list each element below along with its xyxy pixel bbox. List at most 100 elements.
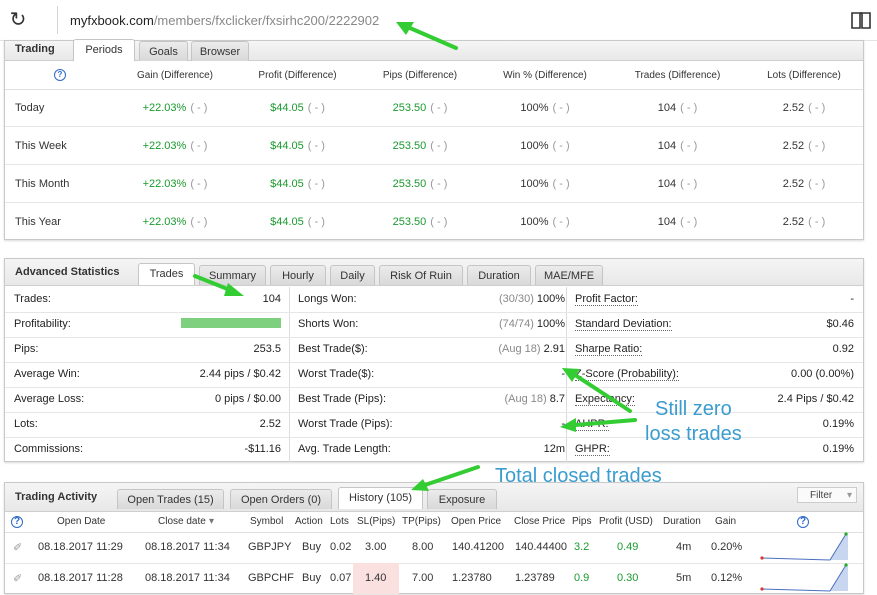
- reload-icon[interactable]: ↻: [9, 9, 27, 31]
- cell-gain: +22.03%( - ): [115, 89, 235, 126]
- paperclip-icon[interactable]: ✐: [13, 573, 23, 585]
- col-lots[interactable]: Lots: [330, 516, 349, 527]
- col-tp[interactable]: TP(Pips): [402, 516, 441, 527]
- col-lots[interactable]: Lots (Difference): [767, 69, 841, 81]
- reading-view-icon[interactable]: [850, 9, 872, 31]
- stat-value: -: [558, 418, 565, 430]
- paperclip-icon[interactable]: ✐: [13, 542, 23, 554]
- tab-hourly[interactable]: Hourly: [270, 265, 326, 285]
- stat-row: Best Trade($): (Aug 18) 2.91: [289, 337, 574, 363]
- sparkline-start-dot: [760, 587, 764, 591]
- sparkline-end-dot: [844, 532, 848, 536]
- cell-win: 100%( - ): [480, 127, 610, 164]
- tab-trades[interactable]: Trades: [138, 263, 195, 285]
- col-action[interactable]: Action: [295, 516, 323, 527]
- stat-sub: (Aug 18): [498, 343, 541, 355]
- annotation-loss-trades: loss trades: [645, 423, 742, 445]
- stat-label: Pips:: [14, 343, 39, 355]
- stat-number: 253.5: [253, 343, 281, 355]
- periods-row: Today +22.03%( - ) $44.05( - ) 253.50( - ) 1…: [5, 89, 863, 127]
- stat-row: Worst Trade (Pips): -: [289, 412, 574, 438]
- url-field[interactable]: myfxbook.com/members/fxclicker/fxsirhc20…: [70, 13, 379, 28]
- cell-pips: 253.50( - ): [360, 127, 480, 164]
- stat-row: GHPR: 0.19%: [566, 437, 863, 463]
- trades-value: 104: [657, 139, 677, 152]
- stat-row: Worst Trade($): -: [289, 362, 574, 388]
- tab-open-orders[interactable]: Open Orders (0): [230, 489, 332, 509]
- stat-number: $0.46: [826, 318, 854, 330]
- tab-history[interactable]: History (105): [338, 487, 423, 509]
- col-sl[interactable]: SL(Pips): [357, 516, 396, 527]
- col-pips[interactable]: Pips (Difference): [382, 69, 458, 81]
- tab-duration[interactable]: Duration: [467, 265, 531, 285]
- col-symbol[interactable]: Symbol: [250, 516, 284, 527]
- tab-goals[interactable]: Goals: [139, 41, 188, 61]
- sparkline-end-dot: [844, 563, 848, 567]
- col-gain[interactable]: Gain: [715, 516, 737, 527]
- tab-summary[interactable]: Summary: [199, 265, 266, 285]
- pips-value: 253.50: [392, 101, 427, 114]
- cell-pips: 253.50( - ): [360, 203, 480, 240]
- filter-dropdown[interactable]: Filter ▾: [797, 487, 857, 503]
- tab-daily[interactable]: Daily: [330, 265, 375, 285]
- trading-panel: Trading Periods Goals Browser ? Gain (Di…: [4, 39, 864, 241]
- stat-row: Profit Factor: -: [566, 287, 863, 313]
- stat-value: 2.52: [260, 418, 281, 430]
- stat-number: 100%: [536, 293, 565, 305]
- trading-panel-header: Trading Periods Goals Browser: [5, 39, 863, 61]
- cell-open_price: 1.23780: [452, 572, 492, 584]
- col-pips[interactable]: Pips: [572, 516, 592, 527]
- col-close-date[interactable]: Close date: [158, 516, 206, 527]
- lots-value: 2.52: [782, 101, 805, 114]
- col-trades[interactable]: Trades (Difference): [634, 69, 721, 81]
- cell-profit: 0.49: [617, 541, 639, 553]
- col-win[interactable]: Win % (Difference): [503, 69, 587, 81]
- cell-open: 08.18.2017 11:29: [38, 541, 123, 553]
- tab-risk-of-ruin[interactable]: Risk Of Ruin: [379, 265, 463, 285]
- cell-duration: 5m: [676, 572, 692, 584]
- help-icon[interactable]: ?: [797, 516, 809, 528]
- col-close-price[interactable]: Close Price: [514, 516, 566, 527]
- stat-row: Best Trade (Pips): (Aug 18) 8.7: [289, 387, 574, 413]
- stat-row: Pips: 253.5: [5, 337, 290, 363]
- periods-header-row: ? Gain (Difference) Profit (Difference) …: [5, 61, 863, 90]
- stat-number: 104: [262, 293, 281, 305]
- cell-lots: 0.07: [330, 572, 352, 584]
- cell-profit: $44.05( - ): [235, 203, 360, 240]
- url-path: /members/fxclicker/fxsirhc200/2222902: [153, 13, 380, 28]
- stat-value: 2.44 pips / $0.42: [200, 368, 281, 380]
- gain-value: +22.03%: [142, 139, 187, 152]
- tab-periods[interactable]: Periods: [73, 39, 135, 61]
- cell-trades: 104( - ): [610, 165, 745, 202]
- stat-value: 0.19%: [823, 418, 854, 430]
- advanced-panel-header: Advanced Statistics Trades Summary Hourl…: [5, 259, 863, 286]
- col-duration[interactable]: Duration: [663, 516, 701, 527]
- help-icon[interactable]: ?: [11, 516, 23, 528]
- cell-gain: +22.03%( - ): [115, 203, 235, 240]
- help-icon[interactable]: ?: [54, 69, 66, 81]
- url-domain: myfxbook.com: [70, 13, 154, 28]
- win-value: 100%: [520, 215, 549, 228]
- profitability-bar: [181, 318, 281, 328]
- col-gain[interactable]: Gain (Difference): [137, 69, 213, 81]
- table-row[interactable]: ✐ 08.18.2017 11:28 08.18.2017 11:34 GBPCHF B…: [5, 563, 863, 595]
- tab-browser[interactable]: Browser: [191, 41, 249, 61]
- col-profit[interactable]: Profit (USD): [599, 516, 653, 527]
- annotation-total-closed-trades: Total closed trades: [495, 465, 662, 487]
- pips-difference: ( - ): [430, 177, 448, 190]
- stat-value: (74/74) 100%: [499, 318, 565, 330]
- cell-sl: 3.00: [365, 541, 387, 553]
- tab-exposure[interactable]: Exposure: [427, 489, 497, 509]
- col-open-price[interactable]: Open Price: [451, 516, 502, 527]
- cell-action: Buy: [302, 572, 321, 584]
- col-open-date[interactable]: Open Date: [57, 516, 106, 527]
- history-header-row: ? Open Date Close date ▾ Symbol Action L…: [5, 512, 863, 533]
- cell-lots: 2.52( - ): [745, 127, 863, 164]
- tab-open-trades[interactable]: Open Trades (15): [117, 489, 224, 509]
- table-row[interactable]: ✐ 08.18.2017 11:29 08.18.2017 11:34 GBPJPY B…: [5, 532, 863, 564]
- stat-label: Profit Factor:: [575, 293, 638, 306]
- stat-value: 0.00 (0.00%): [791, 368, 854, 380]
- tab-mae-mfe[interactable]: MAE/MFE: [535, 265, 603, 285]
- col-profit[interactable]: Profit (Difference): [258, 69, 337, 81]
- toolbar-separator: [57, 6, 58, 34]
